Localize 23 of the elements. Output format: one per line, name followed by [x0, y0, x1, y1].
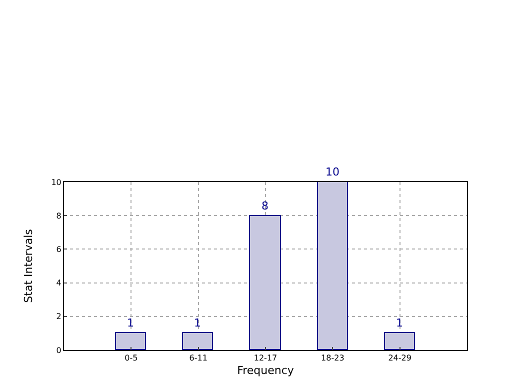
data-label: 10 [326, 166, 340, 178]
x-tick-label: 0-5 [124, 354, 138, 363]
y-tick-label: 4 [56, 278, 62, 288]
data-label: 8 [262, 200, 268, 212]
x-tick-label: 18-23 [321, 354, 344, 363]
y-tick-label: 10 [51, 178, 62, 187]
x-tick-label: 6-11 [189, 354, 208, 363]
bar [115, 332, 146, 350]
bar [384, 332, 415, 350]
data-label: 1 [127, 316, 134, 330]
bar [249, 215, 281, 350]
data-label: 1 [396, 316, 403, 330]
x-tick-label: 12-17 [254, 354, 278, 363]
y-tick-label: 8 [56, 211, 62, 220]
bar [182, 332, 213, 350]
y-tick-label: 2 [56, 312, 62, 322]
y-axis-title: Stat Intervals [22, 228, 35, 303]
bar [317, 182, 348, 350]
y-tick-label: 0 [56, 346, 62, 355]
y-tick-label: 6 [56, 245, 62, 254]
x-axis-title: Frequency [237, 364, 294, 377]
x-tick-label: 24-29 [388, 354, 412, 363]
data-label: 1 [194, 316, 201, 330]
